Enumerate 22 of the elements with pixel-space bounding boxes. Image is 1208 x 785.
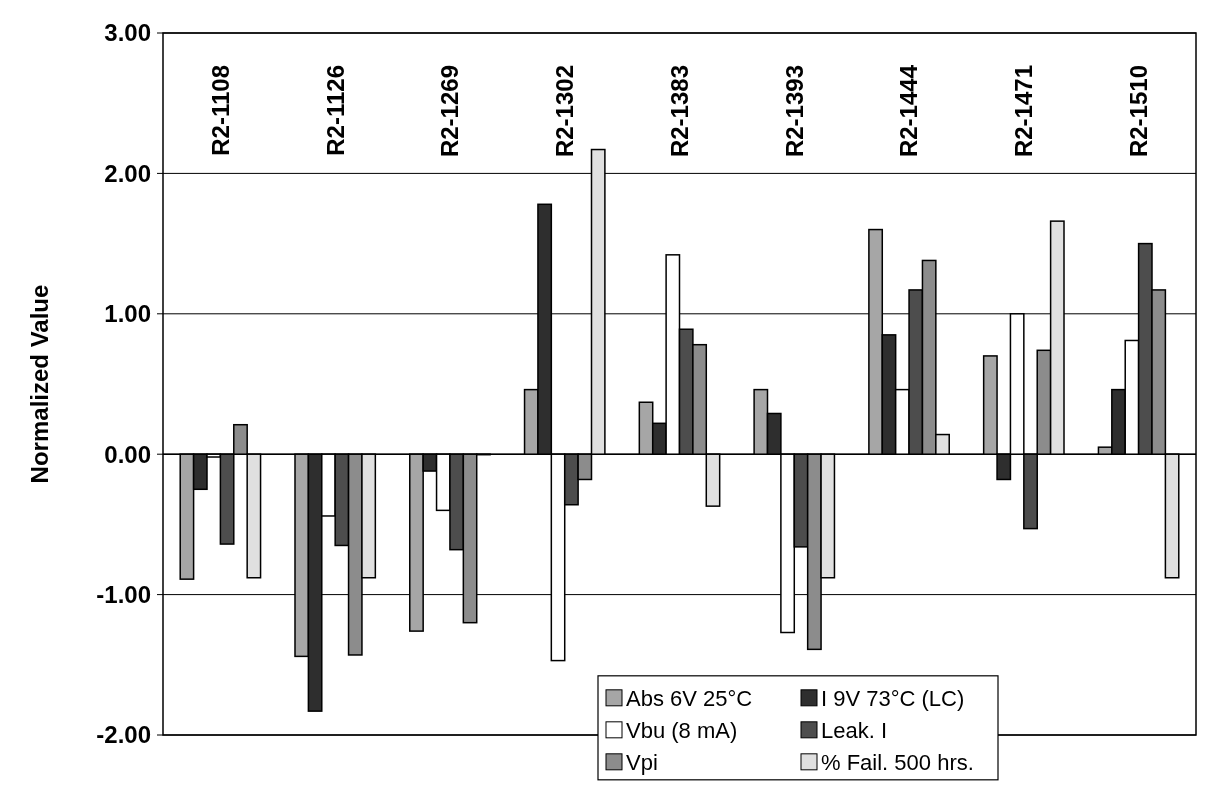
legend-label: Vpi [626,749,658,775]
y-tick-label: 0.00 [104,440,151,468]
legend-label: Abs 6V 25°C [626,685,753,711]
x-tick-label: R2-1444 [895,64,923,158]
legend-label: Leak. I [821,717,888,743]
x-tick-label: R2-1383 [665,65,693,158]
x-tick-label: R2-1302 [551,65,579,158]
x-tick-label: R2-1108 [206,65,234,156]
y-tick-label: 2.00 [104,159,151,187]
y-tick-label: 3.00 [104,19,151,47]
x-tick-label: R2-1393 [780,65,808,158]
y-tick-label: 1.00 [104,300,151,328]
x-tick-label: R2-1510 [1125,65,1153,158]
x-tick-label: R2-1126 [321,65,349,156]
legend-label: % Fail. 500 hrs. [821,749,974,775]
x-tick-label: R2-1269 [436,65,464,158]
legend-label: I 9V 73°C (LC) [821,685,965,711]
legend-label: Vbu (8 mA) [626,717,738,743]
y-tick-label: -2.00 [96,721,151,749]
y-axis-title: Normalized Value [26,284,53,484]
y-tick-label: -1.00 [96,581,151,608]
x-tick-label: R2-1471 [1010,65,1038,158]
